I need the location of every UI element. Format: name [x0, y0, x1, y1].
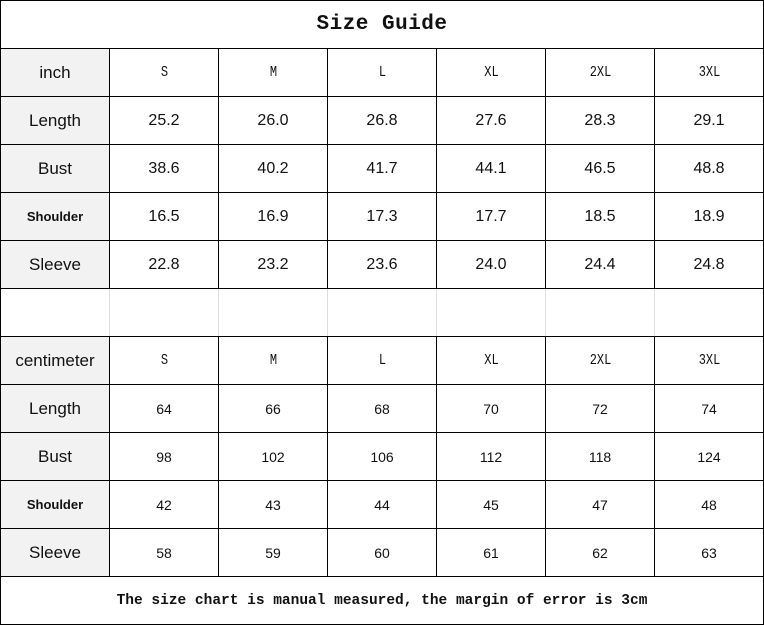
table-cell: 112 [436, 432, 546, 481]
inch-row-length: Length 25.2 26.0 26.8 27.6 28.3 29.1 [0, 96, 764, 145]
table-cell: 28.3 [545, 96, 655, 145]
table-cell: 58 [109, 528, 219, 577]
table-cell: 18.5 [545, 192, 655, 241]
table-cell: 46.5 [545, 144, 655, 193]
row-label: Bust [0, 144, 110, 193]
cm-unit-label: centimeter [0, 336, 110, 385]
cm-row-sleeve: Sleeve 58 59 60 61 62 63 [0, 528, 764, 577]
table-cell: 44 [327, 480, 437, 529]
cm-header-row: centimeter S M L XL 2XL 3XL [0, 336, 764, 385]
table-cell: 72 [545, 384, 655, 433]
table-cell: 17.3 [327, 192, 437, 241]
table-cell: 47 [545, 480, 655, 529]
cm-row-shoulder: Shoulder 42 43 44 45 47 48 [0, 480, 764, 529]
size-header-3xl: 3XL [665, 336, 754, 385]
table-cell: 41.7 [327, 144, 437, 193]
empty-cell [327, 288, 437, 337]
table-cell: 98 [109, 432, 219, 481]
empty-cell [109, 288, 219, 337]
table-cell: 26.8 [327, 96, 437, 145]
table-cell: 17.7 [436, 192, 546, 241]
size-header-3xl: 3XL [665, 48, 754, 97]
table-cell: 63 [653, 528, 764, 577]
table-cell: 38.6 [109, 144, 219, 193]
inch-row-sleeve: Sleeve 22.8 23.2 23.6 24.0 24.4 24.8 [0, 240, 764, 289]
table-cell: 62 [545, 528, 655, 577]
table-cell: 24.4 [545, 240, 655, 289]
inch-header-row: inch S M L XL 2XL 3XL [0, 48, 764, 97]
table-cell: 16.5 [109, 192, 219, 241]
table-cell: 102 [218, 432, 328, 481]
table-cell: 66 [218, 384, 328, 433]
size-header-m: M [228, 336, 318, 385]
table-cell: 27.6 [436, 96, 546, 145]
size-header-m: M [228, 48, 318, 97]
spacer-row [0, 288, 764, 337]
row-label: Sleeve [0, 528, 110, 577]
row-label: Shoulder [0, 480, 110, 529]
table-cell: 24.8 [653, 240, 764, 289]
size-header-2xl: 2XL [556, 336, 645, 385]
footer-row: The size chart is manual measured, the m… [0, 576, 764, 625]
inch-unit-label: inch [0, 48, 110, 97]
size-header-xl: XL [446, 48, 535, 97]
table-cell: 45 [436, 480, 546, 529]
size-header-s: S [119, 336, 209, 385]
size-header-l: L [337, 336, 427, 385]
table-cell: 40.2 [218, 144, 328, 193]
table-cell: 64 [109, 384, 219, 433]
table-cell: 42 [109, 480, 219, 529]
table-cell: 43 [218, 480, 328, 529]
table-cell: 59 [218, 528, 328, 577]
empty-cell [0, 288, 110, 337]
size-header-l: L [337, 48, 427, 97]
table-cell: 22.8 [109, 240, 219, 289]
inch-row-bust: Bust 38.6 40.2 41.7 44.1 46.5 48.8 [0, 144, 764, 193]
empty-cell [436, 288, 546, 337]
table-cell: 68 [327, 384, 437, 433]
table-cell: 61 [436, 528, 546, 577]
table-cell: 124 [653, 432, 764, 481]
size-header-2xl: 2XL [556, 48, 645, 97]
size-header-s: S [119, 48, 209, 97]
table-cell: 29.1 [653, 96, 764, 145]
table-cell: 18.9 [653, 192, 764, 241]
table-cell: 48 [653, 480, 764, 529]
row-label: Length [0, 96, 110, 145]
table-cell: 118 [545, 432, 655, 481]
empty-cell [653, 288, 764, 337]
cm-row-bust: Bust 98 102 106 112 118 124 [0, 432, 764, 481]
table-cell: 23.6 [327, 240, 437, 289]
table-cell: 23.2 [218, 240, 328, 289]
table-cell: 26.0 [218, 96, 328, 145]
row-label: Bust [0, 432, 110, 481]
table-title: Size Guide [0, 0, 764, 49]
table-cell: 70 [436, 384, 546, 433]
table-cell: 25.2 [109, 96, 219, 145]
cm-row-length: Length 64 66 68 70 72 74 [0, 384, 764, 433]
size-header-xl: XL [446, 336, 535, 385]
table-cell: 24.0 [436, 240, 546, 289]
table-cell: 60 [327, 528, 437, 577]
row-label: Length [0, 384, 110, 433]
inch-row-shoulder: Shoulder 16.5 16.9 17.3 17.7 18.5 18.9 [0, 192, 764, 241]
table-cell: 74 [653, 384, 764, 433]
table-cell: 16.9 [218, 192, 328, 241]
table-cell: 48.8 [653, 144, 764, 193]
table-cell: 44.1 [436, 144, 546, 193]
footer-note: The size chart is manual measured, the m… [0, 576, 764, 625]
row-label: Shoulder [0, 192, 110, 241]
row-label: Sleeve [0, 240, 110, 289]
table-cell: 106 [327, 432, 437, 481]
empty-cell [218, 288, 328, 337]
empty-cell [545, 288, 655, 337]
